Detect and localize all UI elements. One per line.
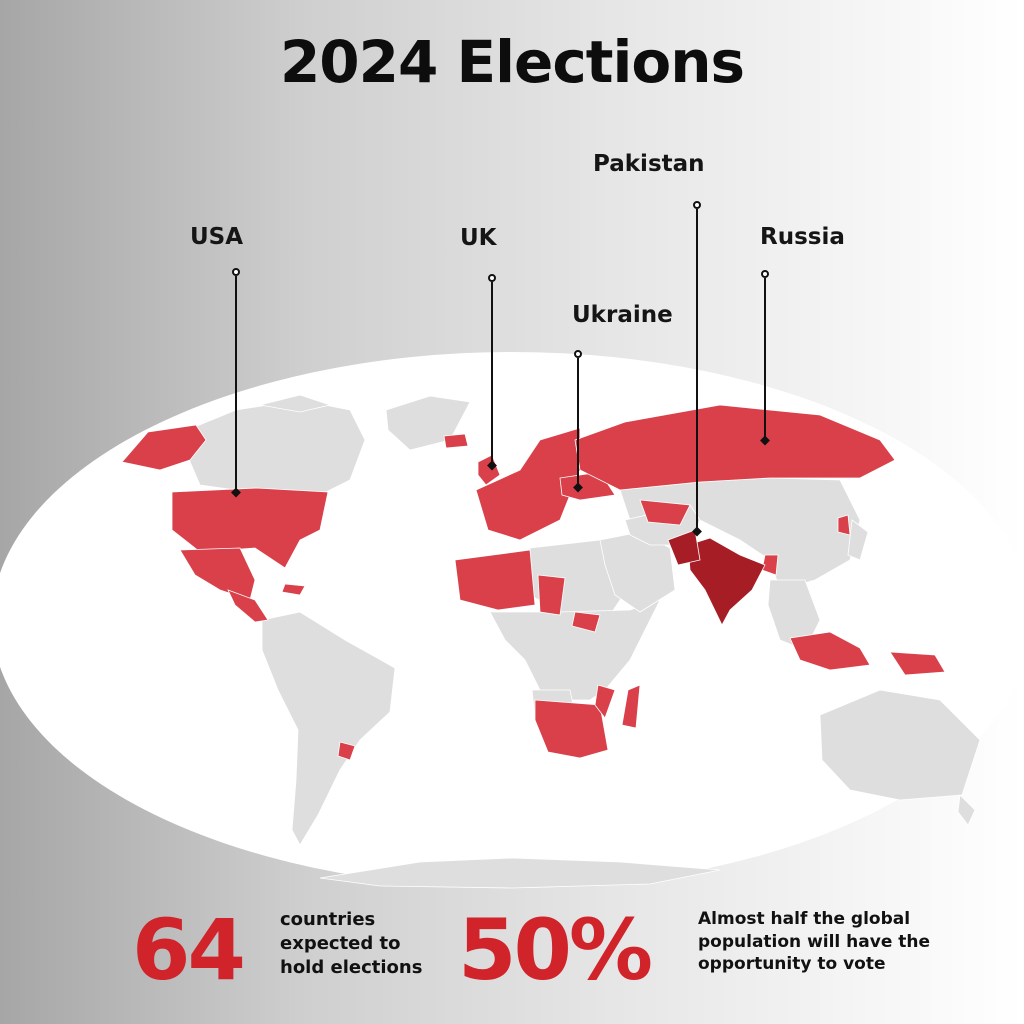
indonesia: [789, 631, 871, 671]
stat-countries-value: 64: [132, 901, 246, 999]
page-title: 2024 Elections: [279, 28, 745, 96]
russia: [574, 404, 896, 491]
japan: [847, 519, 869, 561]
arctic-islands: [259, 394, 332, 413]
iceland: [443, 433, 469, 449]
election-countries: [121, 404, 946, 761]
callout-uk: [487, 274, 497, 471]
stat-population-line: opportunity to vote: [698, 954, 886, 975]
central-america: [227, 589, 269, 623]
chad-region: [537, 574, 566, 616]
callout-russia: [760, 270, 770, 446]
alaska: [121, 424, 207, 471]
stat-population-line: population will have the: [698, 931, 931, 952]
stat-population-text: Almost half the global population will h…: [698, 908, 930, 976]
antarctica: [319, 857, 721, 889]
new-zealand: [957, 794, 976, 826]
stat-countries-line: hold elections: [280, 956, 423, 978]
mozambique: [594, 684, 616, 719]
label-usa: USA: [190, 224, 244, 250]
uruguay: [337, 741, 356, 761]
callouts: [231, 201, 770, 537]
australia: [819, 689, 981, 801]
stat-countries-line: expected to: [280, 932, 401, 954]
pakistan: [667, 529, 701, 566]
east-africa: [571, 611, 601, 633]
callout-usa: [231, 268, 241, 498]
stat-population-value: 50%: [458, 901, 653, 999]
stat-countries-text: countries expected to hold elections: [280, 908, 422, 980]
callout-pakistan: [692, 201, 702, 537]
caribbean: [281, 583, 306, 596]
west-africa: [454, 549, 536, 611]
taiwan-korea: [837, 514, 851, 536]
label-uk: UK: [460, 225, 497, 251]
label-pakistan: Pakistan: [593, 151, 705, 177]
south-america: [261, 611, 396, 846]
new-guinea: [889, 651, 946, 676]
usa: [171, 487, 329, 569]
label-russia: Russia: [760, 224, 845, 250]
label-ukraine: Ukraine: [572, 302, 673, 328]
stat-countries-line: countries: [280, 909, 376, 930]
stat-population-line: Almost half the global: [698, 909, 911, 929]
madagascar: [621, 684, 641, 729]
caucasus-iran: [639, 499, 691, 526]
uk: [477, 454, 501, 486]
callout-ukraine: [573, 350, 583, 493]
highlight-countries: [667, 529, 766, 626]
india: [687, 537, 766, 626]
